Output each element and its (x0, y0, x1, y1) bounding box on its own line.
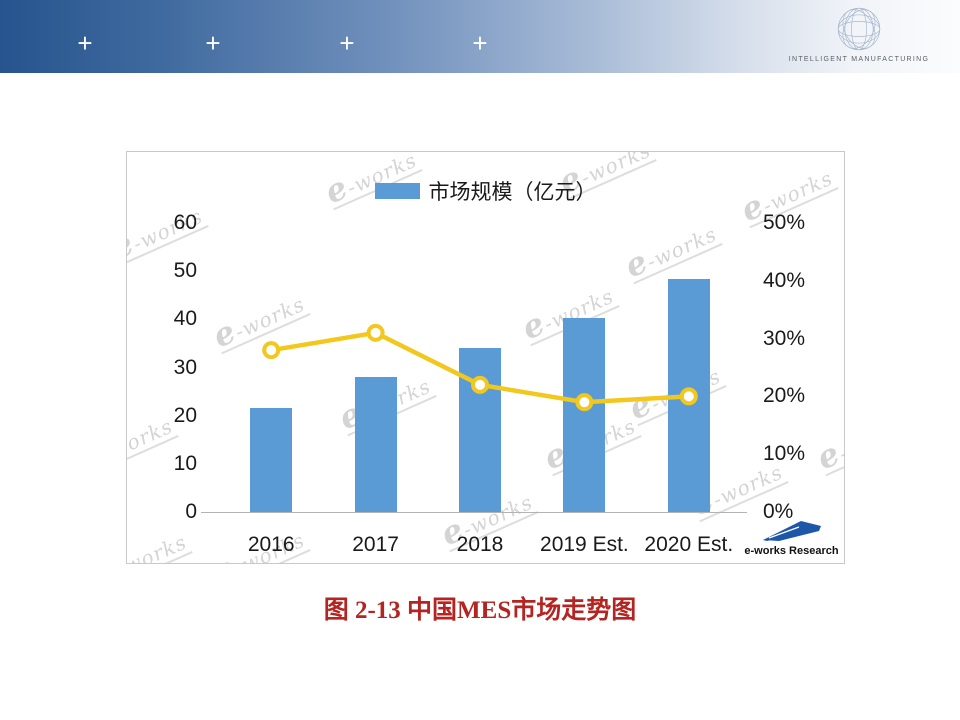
eworks-watermark: e-works (811, 405, 844, 477)
right-axis-tick: 40% (763, 268, 806, 292)
line-marker (262, 341, 281, 360)
eworks-watermark: e-works (207, 283, 311, 355)
x-axis-label: 2018 (456, 533, 504, 556)
eworks-research-logo: e-works Research (744, 519, 839, 557)
right-axis-tick: 0% (763, 500, 794, 523)
bar-2018 (459, 348, 501, 512)
legend-swatch (374, 183, 420, 199)
right-axis-tick: 30% (763, 326, 806, 350)
left-axis-tick: 40 (173, 307, 197, 331)
left-axis-tick: 30 (173, 355, 197, 379)
plus-decoration: + (77, 28, 93, 58)
left-axis-tick: 50 (173, 259, 197, 283)
eworks-watermark: e-works (127, 521, 193, 563)
x-axis-line (201, 512, 747, 513)
left-axis-tick: 10 (173, 451, 197, 475)
line-marker (366, 323, 385, 342)
sphere-logo-icon (837, 7, 881, 51)
right-axis-tick: 20% (763, 384, 806, 408)
bar-2017 (354, 377, 397, 512)
right-axis-tick: 10% (763, 442, 806, 466)
x-axis-label: 2020 Est. (644, 533, 734, 556)
header-banner: + + + + INTELLIGENT MANUFACTURING (0, 0, 960, 73)
left-axis-tick: 0 (185, 500, 197, 523)
left-axis-tick: 60 (173, 211, 197, 234)
pen-nib-icon (762, 521, 821, 541)
x-axis-label: 2016 (247, 533, 295, 556)
plus-decoration: + (205, 28, 221, 58)
figure-caption: 图 2-13 中国MES市场走势图 (323, 597, 637, 624)
bar-2020 Est. (667, 278, 710, 512)
x-axis-label: 2019 Est. (540, 533, 629, 556)
left-axis-tick: 20 (173, 403, 197, 427)
plus-decoration: + (472, 28, 488, 58)
right-axis-tick: 50% (763, 211, 806, 234)
chart-legend: 市场规模（亿元） (127, 176, 844, 206)
x-axis-label: 2017 (352, 533, 399, 556)
plus-decoration: + (339, 28, 355, 58)
brand-name: INTELLIGENT MANUFACTURING (788, 56, 930, 63)
legend-label: 市场规模（亿元） (428, 181, 597, 204)
eworks-watermark: e-works (619, 213, 723, 285)
bar-2019 Est. (563, 317, 606, 512)
chart-panel: e-works e-works e-works e-works e-works e-wor… (126, 151, 845, 564)
brand-logo: INTELLIGENT MANUFACTURING (784, 3, 934, 63)
bar-2016 (250, 408, 293, 512)
source-label: e-works Research (744, 545, 839, 557)
